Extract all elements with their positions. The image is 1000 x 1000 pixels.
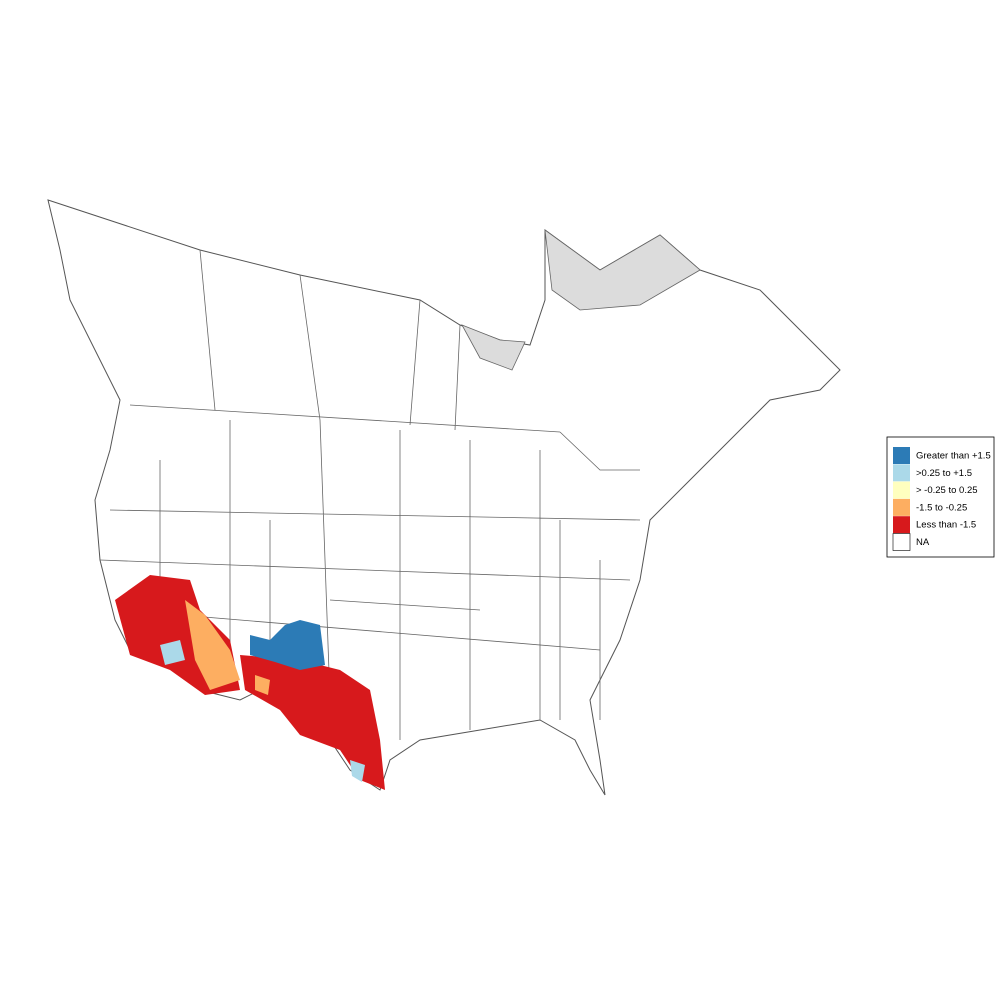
legend-label: >0.25 to +1.5 bbox=[916, 468, 972, 479]
legend-swatch bbox=[893, 464, 910, 482]
legend-label: Less than -1.5 bbox=[916, 520, 976, 531]
basemap bbox=[47, 199, 841, 796]
na-region-north bbox=[544, 229, 701, 311]
cell-area bbox=[250, 620, 325, 670]
legend-label: NA bbox=[916, 537, 930, 548]
legend-swatch bbox=[893, 498, 910, 516]
na-region-bay bbox=[461, 324, 526, 371]
legend-swatch bbox=[892, 533, 911, 551]
legend: Greater than +1.5 >0.25 to +1.5 > -0.25 to… bbox=[886, 436, 995, 558]
legend-swatch bbox=[893, 447, 910, 464]
cell-area bbox=[255, 675, 270, 695]
cell-area bbox=[240, 655, 385, 790]
legend-label: -1.5 to -0.25 bbox=[916, 502, 967, 513]
legend-swatch bbox=[893, 516, 910, 534]
legend-label: > -0.25 to 0.25 bbox=[916, 485, 978, 496]
cell-area bbox=[160, 640, 185, 665]
border-lines bbox=[99, 249, 641, 740]
data-grid bbox=[115, 575, 385, 790]
cell-area bbox=[185, 600, 240, 690]
cell-area bbox=[350, 760, 365, 782]
legend-label: Greater than +1.5 bbox=[916, 451, 991, 462]
legend-swatch bbox=[893, 481, 910, 499]
continent-outline bbox=[47, 199, 841, 796]
